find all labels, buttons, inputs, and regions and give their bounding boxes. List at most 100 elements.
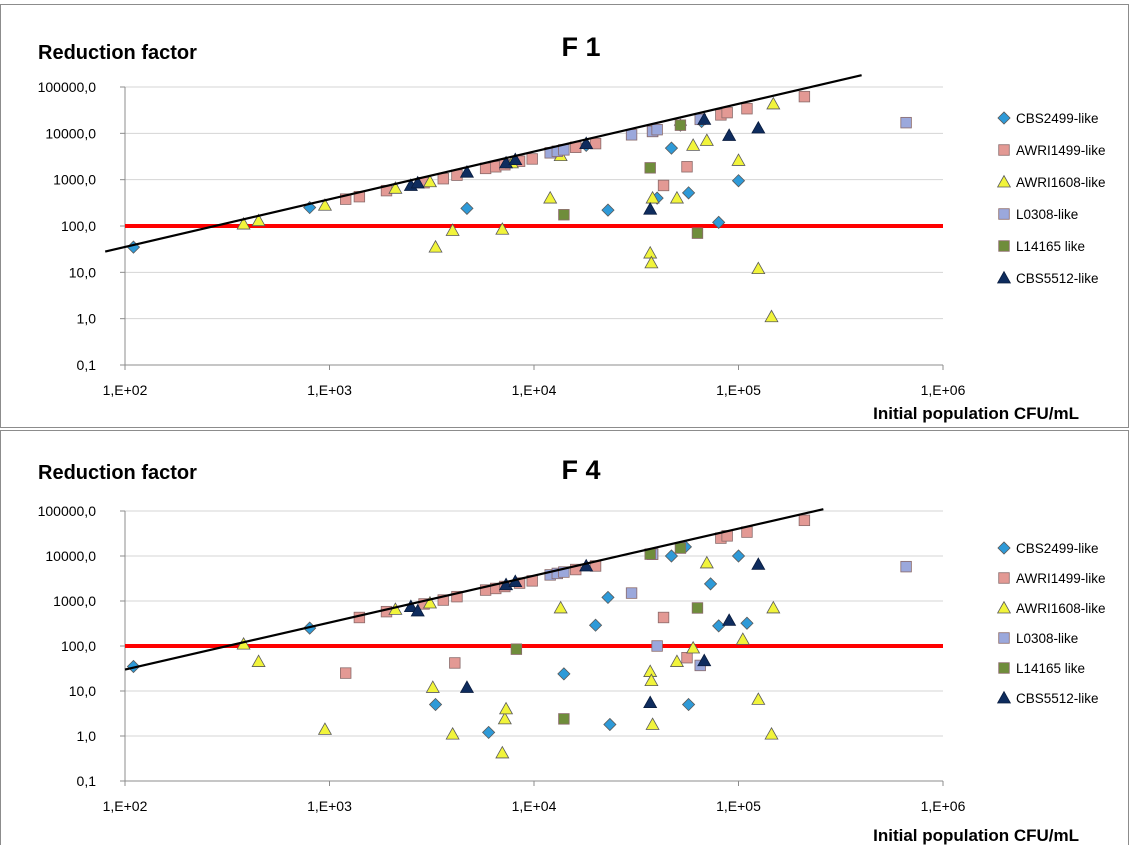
- legend-marker: [997, 111, 1011, 125]
- chart-title: F 4: [561, 455, 600, 485]
- data-point: [751, 692, 766, 705]
- legend: CBS2499-like AWRI1499-like AWRI1608-like L0…: [996, 541, 1106, 706]
- series-awri1608-like: [236, 96, 781, 323]
- data-point: [669, 654, 685, 667]
- y-tick-label: 0,1: [77, 773, 97, 789]
- data-point: [236, 216, 251, 230]
- legend-label: L0308-like: [1016, 631, 1078, 646]
- y-tick-label: 100000,0: [38, 503, 97, 519]
- data-point: [722, 128, 737, 141]
- legend-marker: [998, 240, 1010, 252]
- data-point: [410, 603, 425, 617]
- x-tick-label: 1,E+04: [512, 798, 557, 814]
- data-point: [699, 555, 714, 569]
- data-point: [644, 162, 656, 174]
- data-point: [712, 619, 726, 633]
- legend-label: AWRI1608-like: [1016, 601, 1106, 616]
- data-point: [482, 725, 496, 740]
- legend-marker: [996, 174, 1012, 188]
- data-point: [495, 745, 510, 759]
- data-point: [651, 123, 663, 136]
- chart-title: F 1: [561, 32, 600, 62]
- series-cbs5512-like: [403, 557, 766, 709]
- data-point: [388, 181, 403, 194]
- data-point: [697, 653, 712, 667]
- data-point: [686, 138, 701, 151]
- data-point: [510, 643, 523, 655]
- data-point: [601, 590, 615, 605]
- data-point: [451, 590, 463, 603]
- data-point: [508, 152, 523, 166]
- x-tick-label: 1,E+02: [103, 798, 148, 814]
- data-point: [543, 190, 558, 204]
- data-point: [526, 153, 538, 165]
- data-point: [669, 190, 685, 204]
- series-l14165-like: [558, 119, 704, 239]
- legend-marker: [998, 632, 1010, 644]
- data-point: [740, 616, 754, 630]
- data-point: [645, 717, 660, 730]
- legend-label: CBS2499-like: [1016, 111, 1099, 126]
- data-point: [664, 141, 679, 155]
- data-point: [798, 514, 811, 527]
- data-point: [900, 560, 912, 573]
- data-point: [428, 239, 443, 253]
- legend-label: L0308-like: [1016, 207, 1078, 222]
- data-point: [657, 611, 670, 624]
- data-point: [445, 726, 460, 740]
- x-tick-label: 1,E+05: [716, 798, 761, 814]
- legend-marker: [996, 600, 1012, 614]
- data-point: [651, 640, 663, 652]
- data-point: [722, 613, 737, 626]
- data-point: [643, 202, 658, 215]
- data-point: [691, 602, 704, 614]
- chart-f4: 1,E+02 1,E+03 1,E+04 1,E+05 1,E+06 0,1 1,0 10,0…: [38, 455, 1106, 845]
- y-tick-label: 1000,0: [53, 593, 96, 609]
- data-point: [437, 173, 449, 185]
- data-point: [497, 711, 512, 725]
- data-point: [459, 680, 475, 693]
- data-point: [900, 116, 912, 129]
- data-point: [460, 201, 474, 215]
- data-point: [558, 713, 570, 725]
- x-tick-label: 1,E+02: [103, 382, 148, 398]
- x-axis-title: Initial population CFU/mL: [873, 826, 1079, 845]
- data-point: [764, 726, 779, 740]
- data-point: [681, 697, 696, 712]
- y-tick-label: 10000,0: [45, 548, 96, 564]
- data-point: [588, 618, 603, 632]
- data-point: [251, 213, 266, 227]
- data-point: [731, 153, 746, 166]
- data-point: [553, 600, 568, 614]
- legend-marker: [998, 144, 1010, 156]
- data-point: [459, 164, 475, 178]
- data-point: [703, 577, 718, 591]
- legend-label: L14165 like: [1016, 239, 1085, 254]
- data-point: [645, 190, 660, 204]
- chart-f1: 1,E+02 1,E+03 1,E+04 1,E+05 1,E+06 0,1 1,0 10,0…: [38, 32, 1106, 423]
- data-point: [766, 600, 781, 614]
- y-tick-label: 1000,0: [53, 172, 96, 188]
- data-point: [697, 112, 712, 125]
- fit-line: [124, 508, 824, 671]
- legend-label: CBS5512-like: [1016, 691, 1099, 706]
- data-point: [681, 161, 693, 173]
- y-tick-label: 10000,0: [45, 125, 96, 141]
- x-axis-title: Initial population CFU/mL: [873, 404, 1079, 423]
- data-point: [674, 119, 687, 131]
- series-cbs2499-like: [126, 540, 754, 740]
- series-l14165-like: [510, 542, 704, 725]
- legend-label: CBS2499-like: [1016, 541, 1099, 556]
- data-point: [766, 96, 781, 110]
- data-point: [603, 717, 617, 732]
- data-point: [644, 673, 659, 687]
- data-point: [643, 245, 658, 259]
- series-awri1608-like: [236, 555, 781, 759]
- legend-label: AWRI1608-like: [1016, 175, 1106, 190]
- y-tick-label: 1,0: [77, 728, 97, 744]
- series-awri1499-like: [340, 514, 811, 679]
- data-point: [798, 90, 811, 103]
- data-point: [751, 261, 766, 275]
- data-point: [751, 120, 766, 134]
- y-tick-label: 100000,0: [38, 79, 97, 95]
